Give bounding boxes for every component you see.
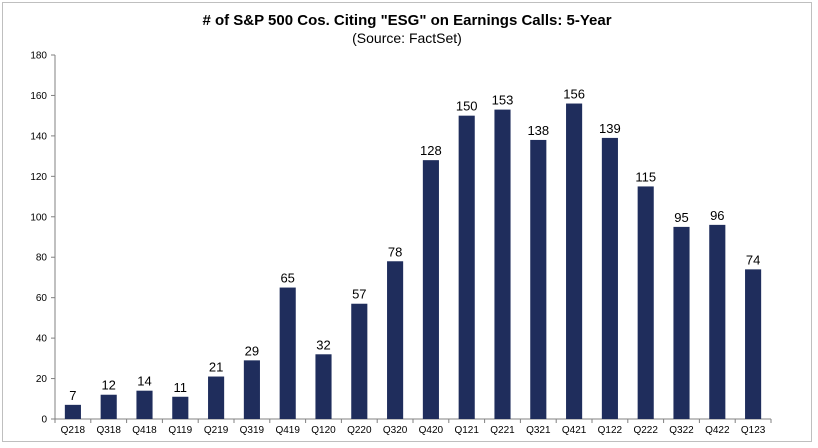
x-tick-label: Q418 — [132, 425, 157, 436]
bar — [566, 103, 583, 420]
data-label: 153 — [492, 93, 514, 108]
data-label: 7 — [69, 388, 76, 403]
x-tick-label: Q419 — [275, 425, 300, 436]
bar — [422, 160, 439, 419]
bar — [494, 109, 511, 419]
data-label: 128 — [420, 143, 442, 158]
data-label: 29 — [245, 343, 259, 358]
x-tick-label: Q322 — [669, 425, 694, 436]
y-tick-label: 60 — [36, 293, 48, 304]
x-tick-label: Q218 — [61, 425, 86, 436]
bar-chart: # of S&P 500 Cos. Citing "ESG" on Earnin… — [30, 12, 772, 436]
y-axis: 0 20 40 60 80 100 120 140 160 180 — [30, 51, 56, 426]
bar — [351, 303, 368, 419]
chart-subtitle: (Source: FactSet) — [352, 30, 462, 46]
data-label: 138 — [527, 123, 549, 138]
data-label: 11 — [174, 380, 188, 395]
bar — [637, 186, 654, 419]
data-label: 21 — [209, 360, 223, 375]
bar — [243, 360, 260, 419]
bar — [530, 139, 547, 419]
chart-frame: # of S&P 500 Cos. Citing "ESG" on Earnin… — [2, 2, 812, 442]
x-tick-label: Q319 — [240, 425, 265, 436]
x-tick-label: Q222 — [633, 425, 658, 436]
data-label: 78 — [388, 244, 402, 259]
y-tick-label: 100 — [30, 212, 47, 223]
x-tick-label: Q122 — [598, 425, 623, 436]
data-label: 156 — [563, 87, 585, 102]
x-tick-label: Q321 — [526, 425, 551, 436]
bar — [208, 376, 225, 419]
y-tick-label: 160 — [30, 91, 47, 102]
bar — [64, 404, 81, 419]
data-label: 14 — [137, 374, 151, 389]
bar — [458, 115, 475, 420]
data-label: 96 — [710, 208, 724, 223]
chart-title: # of S&P 500 Cos. Citing "ESG" on Earnin… — [202, 12, 611, 29]
y-tick-label: 180 — [30, 51, 47, 62]
x-tick-label: Q120 — [311, 425, 336, 436]
bar — [673, 226, 690, 419]
y-tick-label: 20 — [36, 374, 48, 385]
data-labels: 7 12 14 11 21 29 65 32 57 78 128 150 153 138 156 139 115… — [69, 87, 760, 403]
x-tick-label: Q219 — [204, 425, 229, 436]
y-tick-label: 140 — [30, 131, 47, 142]
bar — [315, 354, 332, 419]
data-label: 139 — [599, 121, 621, 136]
data-label: 115 — [635, 169, 656, 184]
bar — [136, 390, 153, 419]
y-tick-label: 80 — [36, 253, 48, 264]
y-tick-label: 120 — [30, 172, 47, 183]
bar — [745, 269, 762, 419]
data-label: 57 — [352, 287, 366, 302]
bar — [100, 394, 117, 419]
x-tick-label: Q422 — [705, 425, 730, 436]
x-axis: Q218 Q318 Q418 Q119 Q219 Q319 Q419 Q120 Q220 Q320… — [54, 418, 772, 436]
data-label: 95 — [674, 210, 688, 225]
y-tick-label: 40 — [36, 334, 48, 345]
bar — [709, 224, 726, 419]
data-label: 12 — [101, 378, 115, 393]
x-tick-label: Q421 — [562, 425, 587, 436]
bar — [172, 396, 189, 419]
data-label: 32 — [316, 337, 330, 352]
data-label: 65 — [280, 271, 294, 286]
bar — [279, 287, 296, 419]
y-tick-label: 0 — [41, 415, 47, 426]
x-tick-label: Q318 — [96, 425, 121, 436]
bars — [64, 103, 762, 420]
data-label: 74 — [746, 252, 760, 267]
x-tick-label: Q121 — [454, 425, 479, 436]
bar — [387, 261, 404, 419]
bar — [601, 137, 618, 419]
x-tick-label: Q320 — [383, 425, 408, 436]
data-label: 150 — [456, 99, 478, 114]
x-tick-label: Q119 — [168, 425, 192, 436]
x-tick-label: Q220 — [347, 425, 372, 436]
x-tick-label: Q420 — [419, 425, 444, 436]
x-tick-label: Q221 — [490, 425, 515, 436]
x-tick-label: Q123 — [741, 425, 766, 436]
